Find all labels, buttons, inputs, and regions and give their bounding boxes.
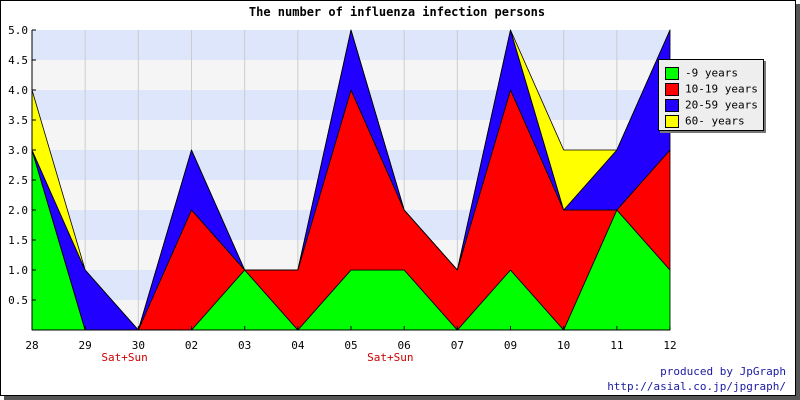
weekend-label: Sat+Sun [367, 351, 413, 364]
chart-title: The number of influenza infection person… [248, 5, 546, 19]
footer-url[interactable]: http://asial.co.jp/jpgraph/ [607, 380, 786, 393]
x-tick-label: 04 [291, 339, 305, 352]
y-tick-label: 4.5 [8, 54, 28, 67]
y-tick-label: 3.5 [8, 114, 28, 127]
x-tick-label: 05 [344, 339, 357, 352]
y-tick-label: 3.0 [8, 144, 28, 157]
legend: -9 years 10-19 years 20-59 years 60- yea… [658, 59, 764, 131]
x-tick-label: 29 [79, 339, 92, 352]
x-tick-label: 10 [557, 339, 570, 352]
x-tick-label: 02 [185, 339, 198, 352]
y-tick-label: 2.5 [8, 174, 28, 187]
legend-item: 60- years [665, 114, 745, 128]
legend-label: 20-59 years [685, 98, 758, 112]
y-tick-label: 0.5 [8, 294, 28, 307]
legend-swatch [665, 82, 679, 96]
x-tick-label: 06 [398, 339, 411, 352]
legend-item: 10-19 years [665, 82, 758, 96]
legend-label: -9 years [685, 66, 738, 80]
y-tick-label: 5.0 [8, 24, 28, 37]
footer-credit: produced by JpGraph [660, 365, 786, 378]
legend-swatch [665, 98, 679, 112]
x-tick-label: 28 [25, 339, 38, 352]
legend-swatch [665, 66, 679, 80]
legend-label: 60- years [685, 114, 745, 128]
y-tick-label: 1.0 [8, 264, 28, 277]
x-tick-label: 09 [504, 339, 517, 352]
x-tick-label: 03 [238, 339, 251, 352]
y-tick-label: 4.0 [8, 84, 28, 97]
legend-item: 20-59 years [665, 98, 758, 112]
legend-label: 10-19 years [685, 82, 758, 96]
y-tick-label: 2.0 [8, 204, 28, 217]
legend-swatch [665, 114, 679, 128]
x-tick-label: 11 [610, 339, 623, 352]
area-series [31, 29, 671, 331]
weekend-label: Sat+Sun [101, 351, 147, 364]
x-tick-label: 30 [132, 339, 145, 352]
x-tick-label: 12 [663, 339, 676, 352]
y-tick-label: 1.5 [8, 234, 28, 247]
x-tick-label: 07 [451, 339, 464, 352]
legend-item: -9 years [665, 66, 738, 80]
